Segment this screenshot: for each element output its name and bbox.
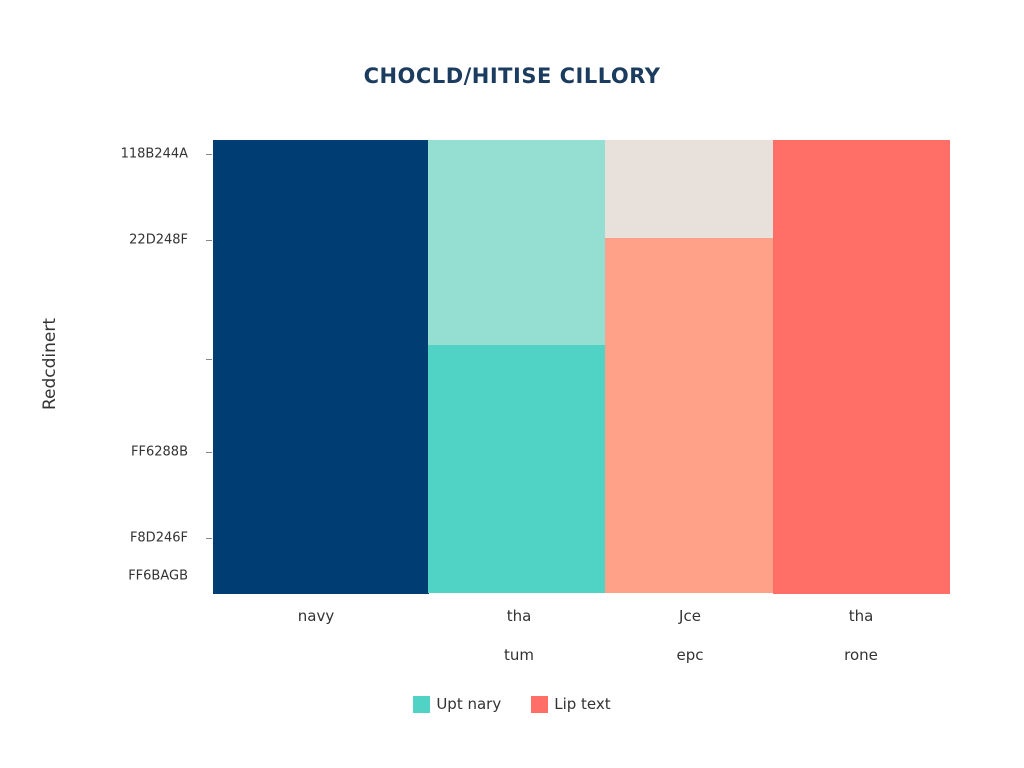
bar-segment [213,140,429,594]
x-label: tha [848,607,874,625]
bar-segment [605,237,774,594]
legend-item[interactable]: Lip text [531,695,611,713]
y-tick-label: 118B244A [120,146,188,162]
bar-segment [428,345,606,594]
legend-label: Upt nary [436,695,502,713]
y-tick [206,359,212,360]
chart-title: CHOCLD/HITISE CILLORY [363,64,661,88]
y-tick-label: 22D248F [129,232,188,248]
x-label-line2: epc [676,646,704,664]
y-tick [206,154,212,155]
y-tick [206,452,212,453]
y-tick-label: F8D246F [129,530,188,546]
legend: Upt nary Lip text [0,695,1024,713]
legend-swatch [413,695,431,713]
legend-label: Lip text [554,695,611,713]
x-label-line2: rone [844,646,878,664]
bar-segment [428,140,606,346]
y-tick [206,538,212,539]
y-tick-label: FF6BAGB [128,568,188,584]
x-label: navy [297,607,335,625]
legend-swatch [531,695,549,713]
y-axis-label: Redcdinert [40,317,60,411]
legend-item[interactable]: Upt nary [413,695,501,713]
bar-segment [605,140,774,239]
plot-area [213,140,951,594]
x-label: tha [506,607,532,625]
y-tick-label: FF6288B [131,444,188,460]
y-tick [206,240,212,241]
x-label: Jce [679,607,701,625]
x-label-line2: tum [504,646,534,664]
bar-segment [773,140,951,594]
